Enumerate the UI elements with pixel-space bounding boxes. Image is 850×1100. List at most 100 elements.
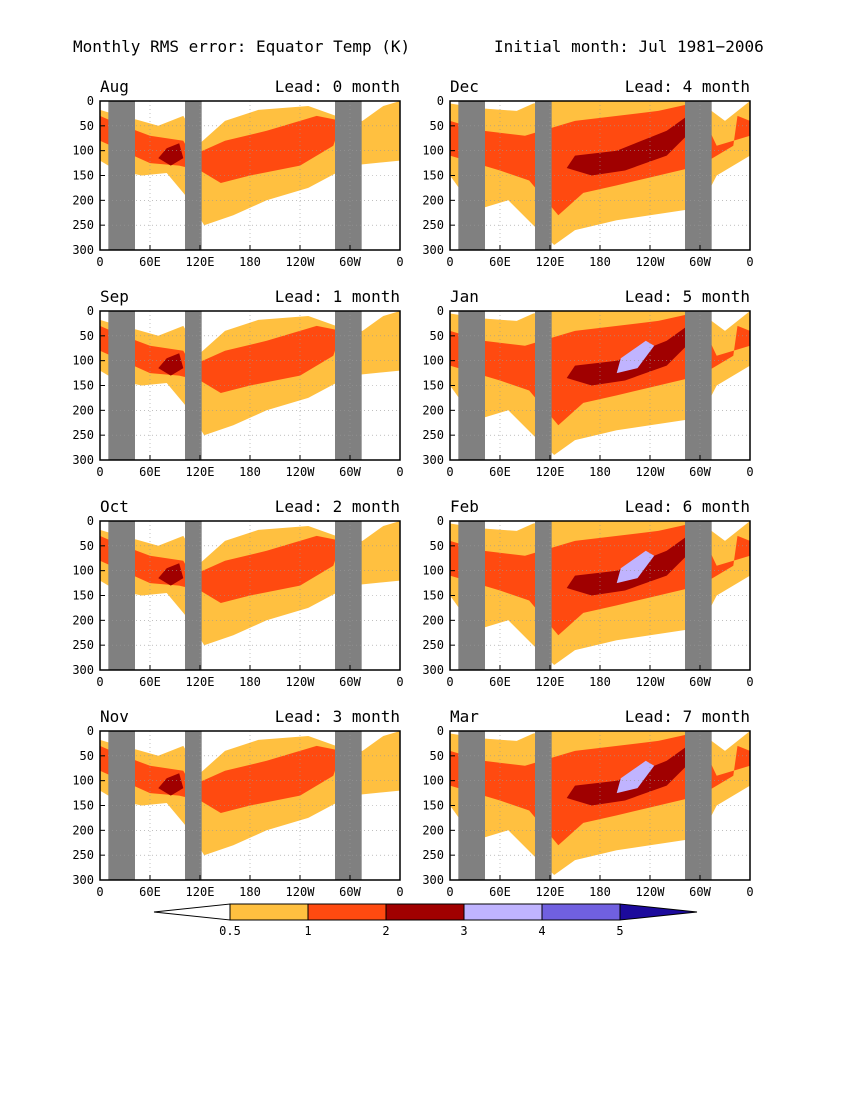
x-tick-label: 60W xyxy=(339,465,361,479)
x-tick-label: 120W xyxy=(286,255,316,269)
panel-lead-label: Lead: 4 month xyxy=(625,77,750,96)
y-tick-label: 250 xyxy=(72,218,94,232)
contour-level-2 xyxy=(566,745,692,806)
x-tick-label: 180 xyxy=(239,885,261,899)
contour-level-2 xyxy=(566,535,692,596)
colorbar-segment xyxy=(385,903,465,921)
y-tick-label: 0 xyxy=(437,304,444,318)
x-tick-label: 0 xyxy=(96,885,103,899)
x-tick-label: 0 xyxy=(746,675,753,689)
land-mask xyxy=(185,101,202,250)
x-tick-label: 0 xyxy=(96,465,103,479)
y-tick-label: 150 xyxy=(422,169,444,183)
panel-lead-label: Lead: 0 month xyxy=(275,77,400,96)
panel-jan: Jan Lead: 5 month 0 60E 120E 180 120W 60W 0 0 50 10… xyxy=(422,287,753,479)
y-tick-label: 0 xyxy=(437,514,444,528)
y-tick-label: 0 xyxy=(437,724,444,738)
x-tick-label: 60E xyxy=(139,675,161,689)
x-tick-label: 120W xyxy=(286,465,316,479)
x-tick-label: 60W xyxy=(339,885,361,899)
contour-level-2 xyxy=(158,563,184,586)
panel-month-label: Aug xyxy=(100,77,129,96)
contour-level-1 xyxy=(100,325,342,393)
y-tick-label: 50 xyxy=(80,119,94,133)
x-tick-label: 120W xyxy=(636,465,666,479)
panel-month-label: Dec xyxy=(450,77,479,96)
x-tick-label: 0 xyxy=(96,255,103,269)
x-tick-label: 0 xyxy=(446,465,453,479)
y-tick-label: 300 xyxy=(72,873,94,887)
colorbar-segment xyxy=(541,903,621,921)
contour-level-1 xyxy=(100,115,342,183)
y-tick-label: 50 xyxy=(430,329,444,343)
x-tick-label: 60E xyxy=(489,255,511,269)
x-tick-label: 120W xyxy=(636,255,666,269)
panel-month-label: Jan xyxy=(450,287,479,306)
y-tick-label: 150 xyxy=(72,589,94,603)
x-tick-label: 120E xyxy=(186,255,215,269)
land-mask xyxy=(535,101,552,250)
y-tick-label: 300 xyxy=(422,243,444,257)
x-tick-label: 120W xyxy=(636,675,666,689)
y-tick-label: 200 xyxy=(72,823,94,837)
x-tick-label: 60E xyxy=(489,675,511,689)
land-mask xyxy=(535,311,552,460)
colorbar-label: 5 xyxy=(616,924,623,938)
land-mask xyxy=(535,731,552,880)
x-tick-label: 60W xyxy=(689,255,711,269)
colorbar-high-arrow xyxy=(619,903,698,921)
y-tick-label: 0 xyxy=(87,514,94,528)
y-tick-label: 250 xyxy=(422,428,444,442)
contour-fills xyxy=(100,311,400,436)
y-tick-label: 50 xyxy=(430,539,444,553)
y-tick-label: 300 xyxy=(422,873,444,887)
y-tick-label: 150 xyxy=(72,379,94,393)
y-tick-label: 250 xyxy=(72,428,94,442)
x-tick-label: 0 xyxy=(446,255,453,269)
x-tick-label: 0 xyxy=(446,885,453,899)
figure-title-left: Monthly RMS error: Equator Temp (K) xyxy=(73,37,410,56)
colorbar-label: 0.5 xyxy=(219,924,241,938)
colorbar-label: 4 xyxy=(538,924,545,938)
panel-month-label: Sep xyxy=(100,287,129,306)
y-tick-label: 50 xyxy=(80,749,94,763)
panel-dec: Dec Lead: 4 month 0 60E 120E 180 120W 60W 0 0 50 10… xyxy=(422,77,753,269)
y-tick-label: 300 xyxy=(72,243,94,257)
y-tick-label: 100 xyxy=(422,354,444,368)
x-tick-label: 0 xyxy=(746,255,753,269)
land-mask xyxy=(185,731,202,880)
contour-fills xyxy=(100,101,400,226)
x-tick-label: 60E xyxy=(489,885,511,899)
x-tick-label: 60E xyxy=(139,465,161,479)
y-tick-label: 50 xyxy=(80,539,94,553)
y-tick-label: 200 xyxy=(422,613,444,627)
contour-level-2 xyxy=(158,773,184,796)
x-tick-label: 60W xyxy=(689,465,711,479)
panel-sep: Sep Lead: 1 month 0 60E 120E 180 120W 60W 0 0 50 10… xyxy=(72,287,403,479)
panel-feb: Feb Lead: 6 month 0 60E 120E 180 120W 60W 0 0 50 10… xyxy=(422,497,753,689)
y-tick-label: 150 xyxy=(72,799,94,813)
y-tick-label: 50 xyxy=(430,749,444,763)
panel-mar: Mar Lead: 7 month 0 60E 120E 180 120W 60W 0 0 50 10… xyxy=(422,707,753,899)
y-tick-label: 150 xyxy=(422,589,444,603)
x-tick-label: 180 xyxy=(589,255,611,269)
x-tick-label: 0 xyxy=(446,675,453,689)
x-tick-label: 180 xyxy=(589,465,611,479)
y-tick-label: 200 xyxy=(422,193,444,207)
panel-aug: Aug Lead: 0 month 0 60E 120E 180 120W 60W 0 0 50 10… xyxy=(72,77,403,269)
y-tick-label: 0 xyxy=(87,94,94,108)
panel-lead-label: Lead: 3 month xyxy=(275,707,400,726)
y-tick-label: 300 xyxy=(422,663,444,677)
contour-level-2 xyxy=(158,143,184,166)
x-tick-label: 0 xyxy=(396,255,403,269)
y-tick-label: 0 xyxy=(437,94,444,108)
panel-lead-label: Lead: 2 month xyxy=(275,497,400,516)
x-tick-label: 180 xyxy=(239,465,261,479)
colorbar-segment xyxy=(307,903,387,921)
y-tick-label: 150 xyxy=(72,169,94,183)
x-tick-label: 60W xyxy=(339,255,361,269)
colorbar-low-arrow xyxy=(153,903,231,921)
colorbar-segment xyxy=(229,903,309,921)
x-tick-label: 120E xyxy=(186,675,215,689)
